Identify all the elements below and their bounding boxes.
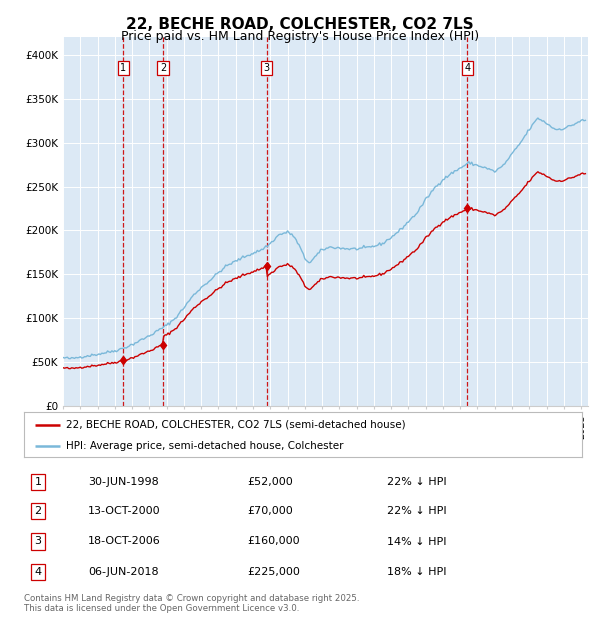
Text: 4: 4 [464, 63, 470, 73]
Text: 22, BECHE ROAD, COLCHESTER, CO2 7LS: 22, BECHE ROAD, COLCHESTER, CO2 7LS [126, 17, 474, 32]
Text: 1: 1 [121, 63, 127, 73]
Text: 22% ↓ HPI: 22% ↓ HPI [387, 477, 446, 487]
Text: 30-JUN-1998: 30-JUN-1998 [88, 477, 159, 487]
Text: 22, BECHE ROAD, COLCHESTER, CO2 7LS (semi-detached house): 22, BECHE ROAD, COLCHESTER, CO2 7LS (sem… [66, 420, 406, 430]
Text: 3: 3 [34, 536, 41, 546]
Text: 18-OCT-2006: 18-OCT-2006 [88, 536, 161, 546]
Text: £160,000: £160,000 [247, 536, 300, 546]
Text: 2: 2 [160, 63, 166, 73]
Text: £52,000: £52,000 [247, 477, 293, 487]
Text: 4: 4 [34, 567, 41, 577]
Text: HPI: Average price, semi-detached house, Colchester: HPI: Average price, semi-detached house,… [66, 441, 343, 451]
Text: £225,000: £225,000 [247, 567, 300, 577]
Text: £70,000: £70,000 [247, 507, 293, 516]
Text: 1: 1 [34, 477, 41, 487]
Text: 3: 3 [264, 63, 270, 73]
Text: 06-JUN-2018: 06-JUN-2018 [88, 567, 159, 577]
Text: Contains HM Land Registry data © Crown copyright and database right 2025.
This d: Contains HM Land Registry data © Crown c… [24, 594, 359, 613]
Text: 13-OCT-2000: 13-OCT-2000 [88, 507, 161, 516]
Text: 2: 2 [34, 507, 41, 516]
Text: 14% ↓ HPI: 14% ↓ HPI [387, 536, 446, 546]
Text: 22% ↓ HPI: 22% ↓ HPI [387, 507, 446, 516]
Text: 18% ↓ HPI: 18% ↓ HPI [387, 567, 446, 577]
Text: Price paid vs. HM Land Registry's House Price Index (HPI): Price paid vs. HM Land Registry's House … [121, 30, 479, 43]
